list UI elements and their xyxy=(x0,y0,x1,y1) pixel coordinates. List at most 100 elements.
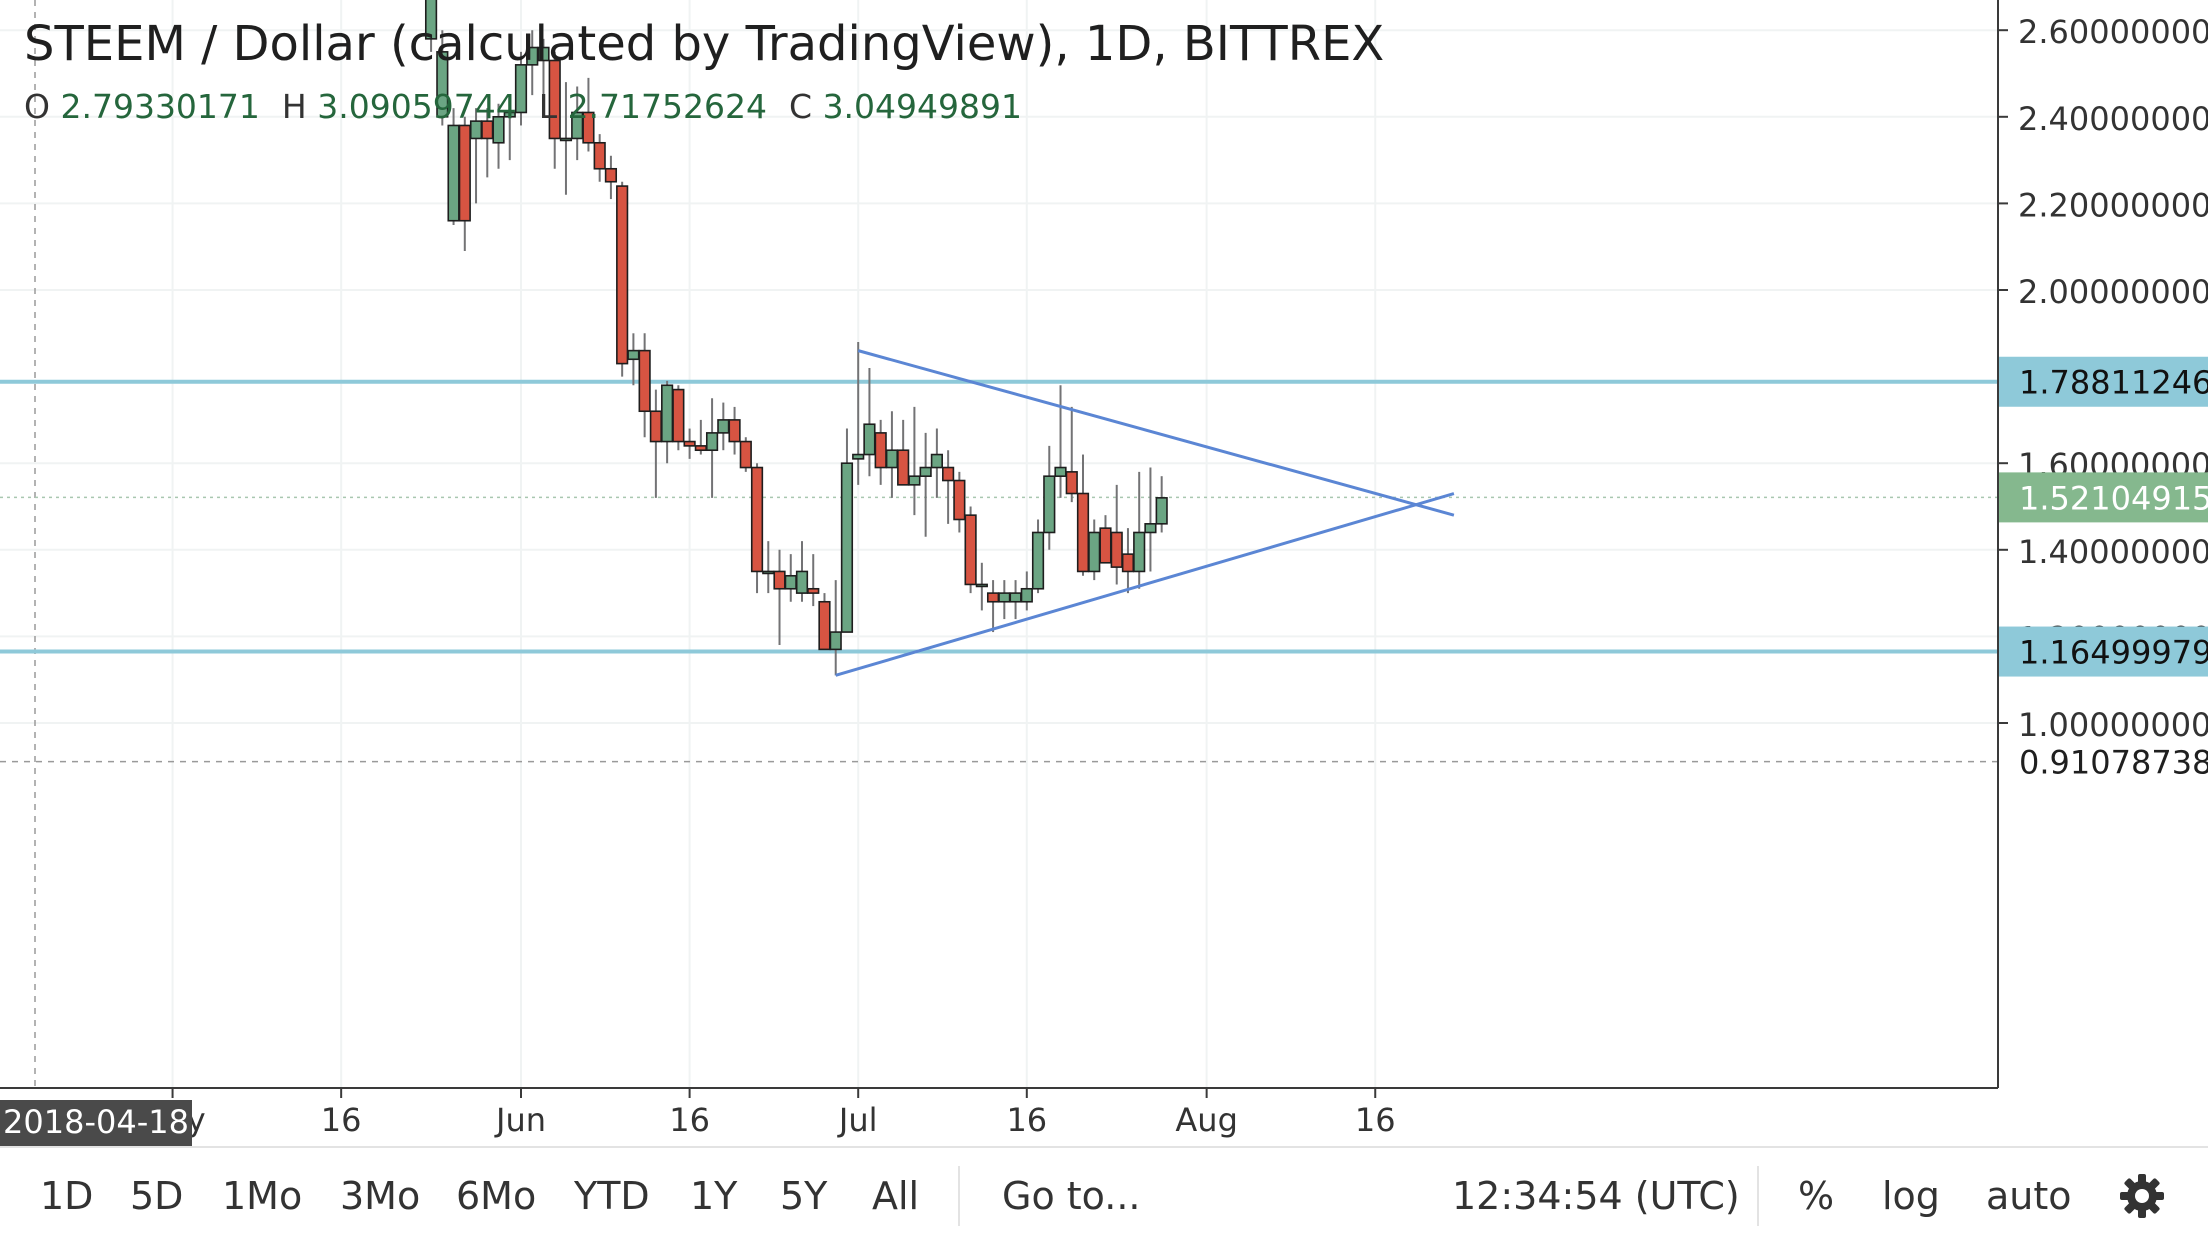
candle-up xyxy=(852,453,865,460)
x-tick-label: Jun xyxy=(494,1101,546,1139)
candle-down xyxy=(897,449,910,486)
candle xyxy=(582,77,595,152)
x-tick-label: 16 xyxy=(669,1101,710,1139)
candle-down xyxy=(728,419,741,443)
range-button[interactable]: 5D xyxy=(130,1174,184,1218)
candle xyxy=(458,116,471,252)
ohlc-key: O xyxy=(24,87,60,126)
x-tick-label: 16 xyxy=(1355,1101,1396,1139)
candle-up xyxy=(424,0,438,40)
trendline[interactable] xyxy=(857,349,1455,517)
candle xyxy=(1031,519,1045,594)
candle-up xyxy=(705,432,719,452)
range-button[interactable]: YTD xyxy=(574,1174,650,1218)
gear-icon xyxy=(2120,1174,2164,1218)
candle xyxy=(638,333,651,438)
candle xyxy=(1144,467,1157,572)
candle xyxy=(548,51,561,169)
candle xyxy=(739,437,752,472)
ohlc-value: 2.79330171 xyxy=(60,87,259,126)
time-axis[interactable]: May16Jun16Jul16Aug162018-04-18 xyxy=(0,1088,1396,1146)
price-labels: 1.78811246 1.16499979 1.52104915 0.91078738 xyxy=(1999,356,2208,787)
candle-up xyxy=(436,51,449,118)
candle-up xyxy=(885,449,899,469)
candle xyxy=(908,406,921,516)
toolbar-separator xyxy=(1757,1166,1759,1226)
candle-down xyxy=(964,514,977,586)
candle xyxy=(1133,471,1146,589)
x-tick-label: 16 xyxy=(1006,1101,1047,1139)
candle xyxy=(953,471,966,533)
range-button[interactable]: 5Y xyxy=(780,1174,828,1218)
ohlc-key: C xyxy=(789,87,823,126)
candle-down xyxy=(672,388,685,443)
price-label-badge xyxy=(1999,472,2208,523)
settings-button[interactable] xyxy=(2118,1172,2166,1220)
log-toggle[interactable]: log xyxy=(1882,1174,1940,1218)
candle xyxy=(503,95,516,161)
candle-up xyxy=(492,116,505,144)
candle-down xyxy=(1121,553,1135,573)
candle xyxy=(852,341,865,485)
candle-down xyxy=(874,432,887,469)
range-button[interactable]: 3Mo xyxy=(340,1174,421,1218)
price-chart[interactable]: 2.60000000 2.40000000 2.20000000 2.00000000… xyxy=(0,0,2208,1146)
trendline[interactable] xyxy=(835,492,1455,677)
auto-toggle[interactable]: auto xyxy=(1986,1174,2072,1218)
candle-up xyxy=(717,419,730,434)
price-label-badge xyxy=(1999,356,2208,407)
candle xyxy=(942,450,955,524)
candle xyxy=(750,463,764,594)
candle-up xyxy=(795,570,809,594)
candle xyxy=(807,554,820,607)
range-button[interactable]: 6Mo xyxy=(456,1174,537,1218)
candle-up xyxy=(661,384,674,443)
clock-readout[interactable]: 12:34:54 (UTC) xyxy=(1452,1174,1740,1218)
candle xyxy=(683,428,696,459)
candle-up xyxy=(1144,523,1157,534)
candle-up xyxy=(447,124,460,222)
ohlc-readout: O 2.79330171 H 3.09059744 L 2.71752624 C 3.… xyxy=(24,87,1022,126)
candle-up xyxy=(1020,587,1033,603)
y-tick-label: 1.40000000 xyxy=(2018,533,2208,571)
candle xyxy=(1155,476,1168,533)
candle xyxy=(424,0,438,52)
percent-toggle[interactable]: % xyxy=(1798,1174,1835,1218)
y-tick-label: 2.40000000 xyxy=(2018,100,2208,138)
candle-up xyxy=(762,570,775,575)
y-tick-label: 2.00000000 xyxy=(2018,273,2208,311)
candle-down xyxy=(694,445,707,452)
x-tick-label: Jul xyxy=(837,1101,878,1139)
ohlc-value: 3.09059744 xyxy=(317,87,516,126)
chart-background xyxy=(0,0,2208,1146)
go-to-button[interactable]: Go to... xyxy=(1002,1174,1141,1218)
candle-up xyxy=(1009,592,1022,603)
candle-up xyxy=(998,592,1011,603)
candle-down xyxy=(1099,527,1112,564)
candle xyxy=(964,506,977,594)
candle-up xyxy=(559,137,573,142)
candle-down xyxy=(739,440,752,469)
candle xyxy=(1020,571,1033,611)
candle-up xyxy=(829,631,842,651)
candle xyxy=(975,562,988,611)
range-button[interactable]: 1Mo xyxy=(222,1174,303,1218)
candle xyxy=(818,593,831,651)
candle-up xyxy=(1054,466,1067,477)
range-button[interactable]: All xyxy=(872,1174,920,1218)
candle-down xyxy=(649,410,662,443)
price-label: 1.16499979 xyxy=(2019,634,2208,672)
chart-grid xyxy=(0,0,1998,1088)
trendlines[interactable] xyxy=(835,349,1455,677)
price-label-badge xyxy=(1999,626,2208,677)
horizontal-lines[interactable] xyxy=(0,379,1998,654)
crosshair-date-label: 2018-04-18 xyxy=(3,1103,189,1141)
y-tick-label: 2.60000000 xyxy=(2018,13,2208,51)
range-button[interactable]: 1D xyxy=(40,1174,94,1218)
candle xyxy=(1065,406,1078,503)
price-axis[interactable]: 2.60000000 2.40000000 2.20000000 2.00000000… xyxy=(1998,13,2208,744)
candle-up xyxy=(1155,497,1168,525)
range-button[interactable]: 1Y xyxy=(690,1174,738,1218)
price-label: 0.91078738 xyxy=(2019,744,2208,782)
candle-down xyxy=(458,124,471,222)
